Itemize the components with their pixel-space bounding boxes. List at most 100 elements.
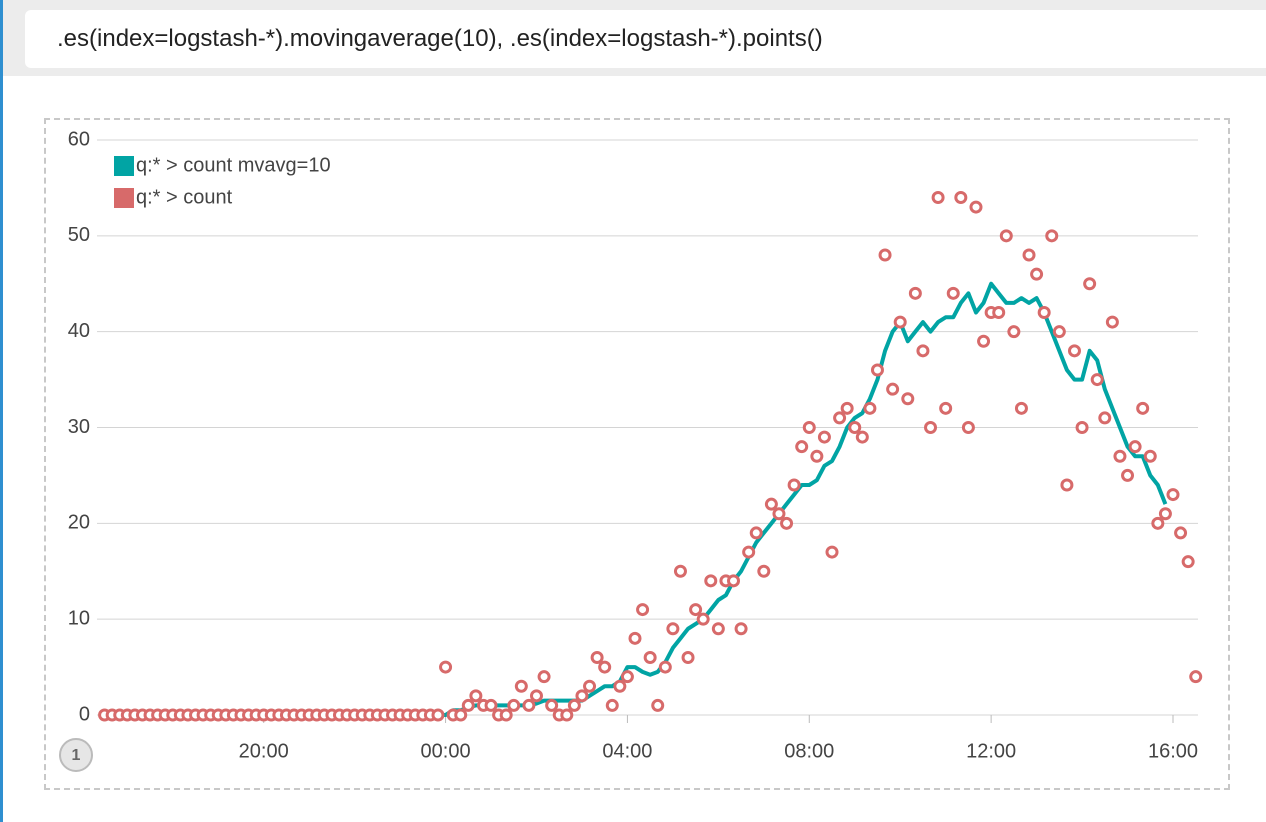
data-point bbox=[863, 401, 877, 415]
data-point bbox=[583, 679, 597, 693]
data-point bbox=[825, 545, 839, 559]
data-point bbox=[1151, 516, 1165, 530]
data-point bbox=[696, 612, 710, 626]
data-point bbox=[1090, 373, 1104, 387]
x-tick-label: 12:00 bbox=[966, 740, 1016, 762]
legend-label: q:* > count mvavg=10 bbox=[136, 154, 331, 176]
data-point bbox=[1105, 315, 1119, 329]
data-point bbox=[1181, 555, 1195, 569]
data-point bbox=[840, 401, 854, 415]
data-point bbox=[567, 698, 581, 712]
data-point bbox=[522, 698, 536, 712]
data-point bbox=[802, 421, 816, 434]
data-point bbox=[1158, 507, 1172, 521]
data-point bbox=[1098, 411, 1112, 425]
data-point bbox=[795, 440, 809, 454]
toolbar: .es(index=logstash-*).movingaverage(10),… bbox=[3, 0, 1266, 76]
y-tick-label: 10 bbox=[68, 607, 90, 629]
data-point bbox=[1022, 248, 1036, 262]
data-point bbox=[469, 689, 483, 703]
data-point bbox=[643, 651, 657, 664]
data-point bbox=[499, 708, 513, 722]
data-point bbox=[810, 449, 824, 463]
data-point bbox=[908, 286, 922, 300]
data-point bbox=[1037, 306, 1051, 319]
data-point bbox=[1007, 325, 1021, 339]
data-point bbox=[946, 286, 960, 300]
data-point bbox=[916, 344, 930, 358]
data-point bbox=[870, 363, 884, 377]
y-tick-label: 30 bbox=[68, 416, 90, 438]
data-point bbox=[628, 631, 642, 645]
x-tick-label: 04:00 bbox=[602, 740, 652, 762]
data-point bbox=[545, 698, 559, 712]
data-point bbox=[893, 315, 907, 329]
data-point bbox=[977, 334, 991, 348]
data-point bbox=[484, 698, 498, 712]
data-point bbox=[817, 430, 831, 444]
data-point bbox=[1143, 449, 1157, 463]
data-point bbox=[1045, 229, 1059, 243]
data-point bbox=[711, 622, 725, 636]
data-point bbox=[1113, 449, 1127, 463]
data-point bbox=[931, 191, 945, 204]
y-tick-label: 40 bbox=[68, 320, 90, 342]
y-tick-label: 0 bbox=[79, 703, 90, 725]
side-border bbox=[0, 0, 3, 822]
page-badge[interactable] bbox=[59, 738, 93, 772]
data-point bbox=[961, 421, 975, 434]
data-point bbox=[969, 200, 983, 214]
data-point bbox=[431, 708, 445, 722]
x-tick-label: 20:00 bbox=[239, 740, 289, 762]
legend-swatch bbox=[114, 156, 134, 176]
data-point bbox=[999, 229, 1013, 243]
chart-panel bbox=[44, 118, 1230, 790]
data-point bbox=[613, 679, 627, 693]
data-point bbox=[681, 651, 695, 664]
data-point bbox=[620, 670, 634, 684]
data-point bbox=[590, 651, 604, 664]
data-point bbox=[1060, 478, 1074, 492]
data-point bbox=[673, 564, 687, 578]
data-point bbox=[1014, 401, 1028, 415]
data-point bbox=[833, 411, 847, 425]
data-point bbox=[1030, 267, 1044, 281]
data-point bbox=[848, 421, 862, 434]
data-point bbox=[1121, 468, 1135, 482]
data-point bbox=[454, 708, 468, 722]
data-point bbox=[757, 564, 771, 578]
data-point bbox=[658, 660, 672, 674]
series-line bbox=[104, 281, 1168, 717]
data-point bbox=[954, 191, 968, 204]
data-point bbox=[1052, 325, 1066, 339]
x-tick-label: 00:00 bbox=[421, 740, 471, 762]
data-point bbox=[1128, 440, 1142, 454]
data-point bbox=[461, 698, 475, 712]
x-tick-label: 16:00 bbox=[1148, 740, 1198, 762]
y-tick-label: 50 bbox=[68, 224, 90, 246]
data-point bbox=[924, 421, 938, 434]
data-point bbox=[1189, 670, 1203, 684]
data-point bbox=[749, 526, 763, 540]
y-tick-label: 20 bbox=[68, 512, 90, 534]
data-point bbox=[560, 708, 574, 722]
data-point bbox=[605, 698, 619, 712]
data-point bbox=[772, 507, 786, 521]
data-point bbox=[855, 430, 869, 444]
data-point bbox=[992, 306, 1006, 319]
data-point bbox=[1166, 488, 1180, 502]
data-point bbox=[764, 497, 778, 511]
data-point bbox=[1136, 401, 1150, 415]
data-point bbox=[636, 603, 650, 617]
data-point bbox=[537, 670, 551, 684]
data-point bbox=[1083, 277, 1097, 291]
data-point bbox=[1174, 526, 1188, 540]
data-point bbox=[689, 603, 703, 617]
query-input[interactable]: .es(index=logstash-*).movingaverage(10),… bbox=[25, 10, 1266, 68]
data-point bbox=[780, 516, 794, 530]
data-point bbox=[1067, 344, 1081, 358]
data-point bbox=[886, 382, 900, 396]
data-point bbox=[787, 478, 801, 492]
data-point bbox=[529, 689, 543, 703]
